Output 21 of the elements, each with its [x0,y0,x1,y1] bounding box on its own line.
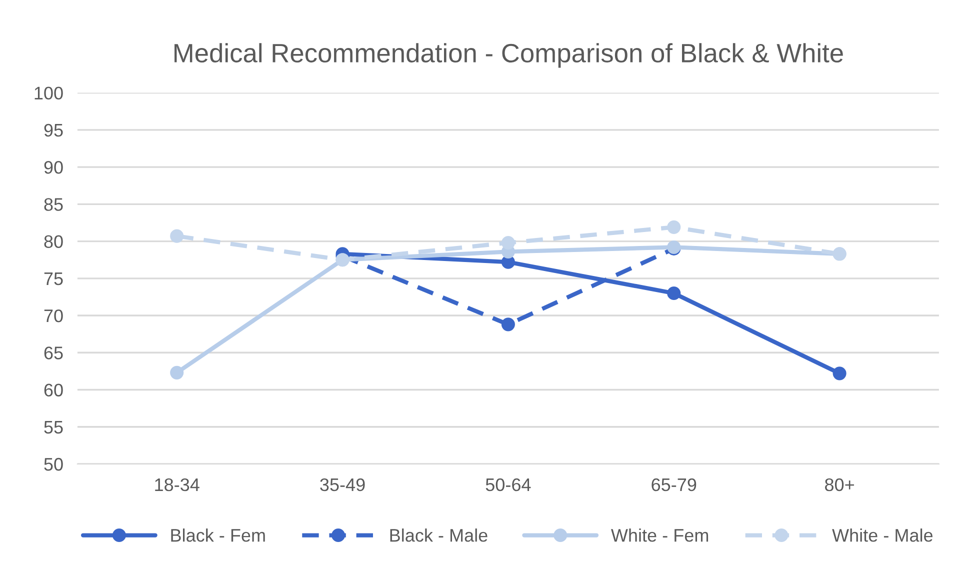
legend-label: Black - Fem [171,528,265,542]
x-tick-label: 50-64 [486,478,531,492]
legend-label: White - Male [832,528,933,542]
x-tick-label: 35-49 [320,478,365,492]
y-tick-label: 85 [44,198,63,211]
legend-label: Black - Male [390,528,488,542]
chart-title: Medical Recommendation - Comparison of Black & White [174,43,843,68]
y-tick-label: 100 [34,86,63,100]
y-tick-label: 70 [44,309,63,322]
y-tick-label: 75 [44,272,63,286]
y-tick-label: 50 [44,458,63,471]
y-tick-label: 65 [44,346,63,360]
y-tick-label: 60 [44,384,63,396]
x-tick-label: 65-79 [652,478,696,492]
legend-label: White - Fem [611,528,708,542]
x-tick-label: 80+ [825,478,854,492]
y-tick-label: 90 [44,160,63,174]
x-tick-label: 18-34 [155,478,200,492]
y-tick-label: 95 [44,124,63,137]
y-tick-label: 80 [44,235,63,248]
y-tick-label: 55 [44,421,63,434]
